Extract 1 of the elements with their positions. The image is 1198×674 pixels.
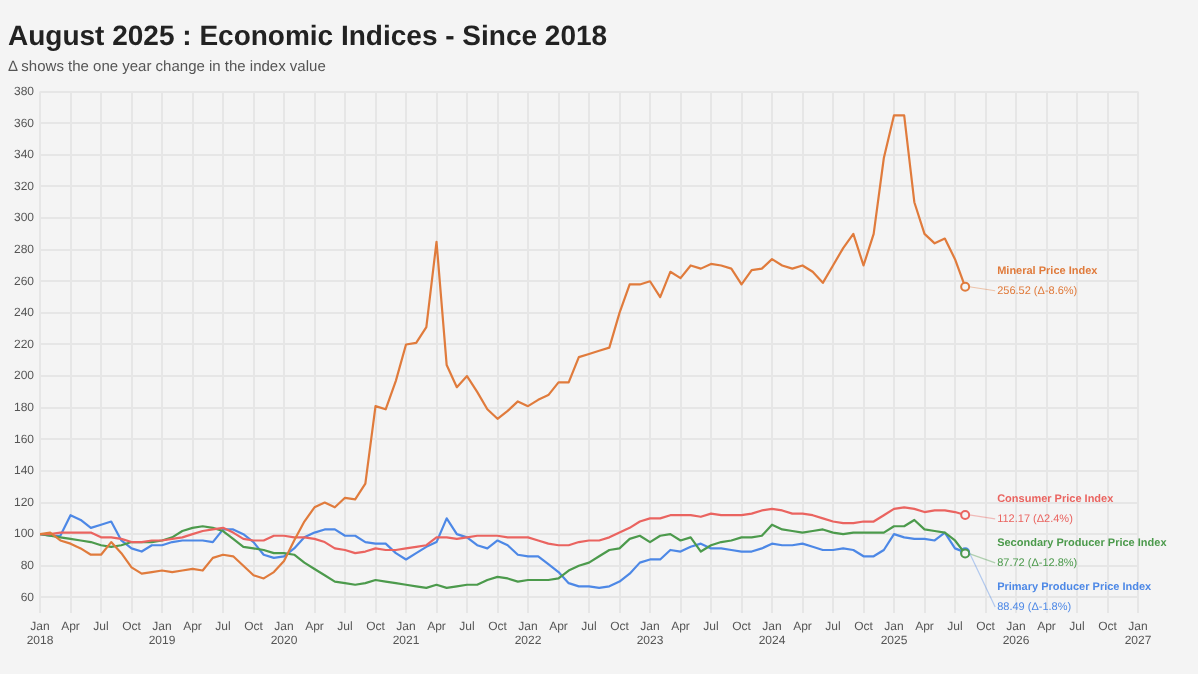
chart-title: August 2025 : Economic Indices - Since 2018 bbox=[8, 18, 608, 51]
